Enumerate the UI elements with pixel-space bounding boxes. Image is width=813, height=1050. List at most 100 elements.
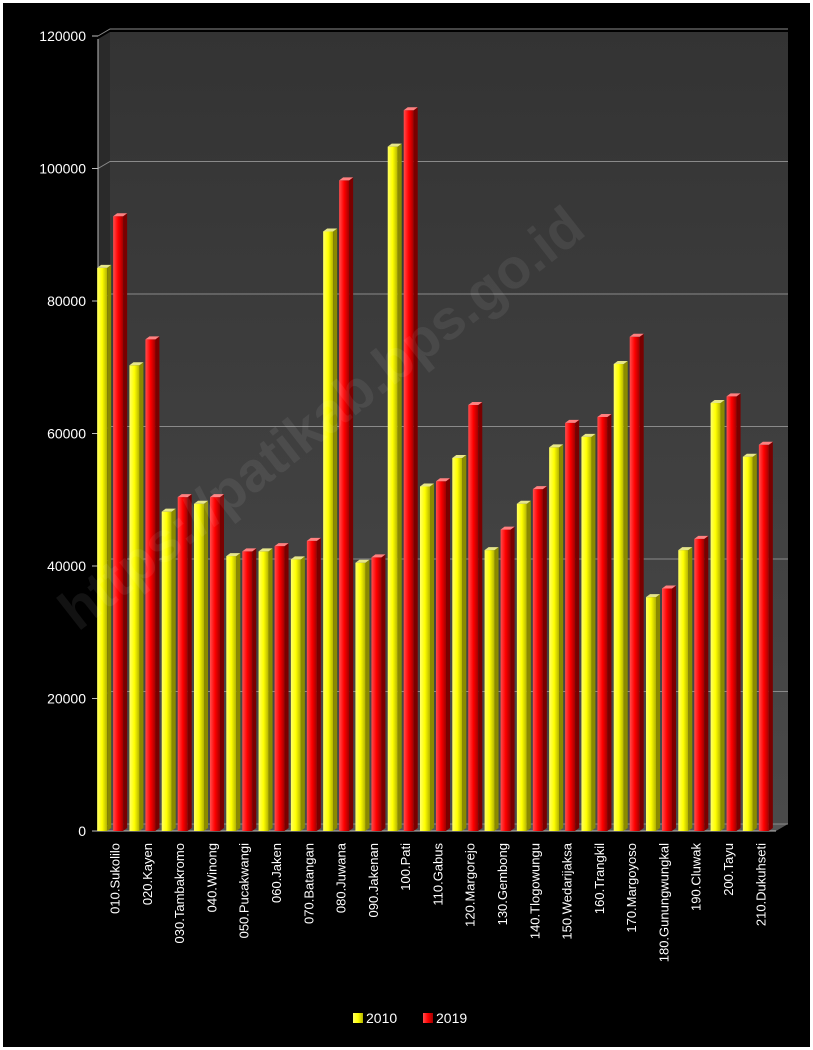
bar-top — [452, 455, 467, 459]
x-tick-label: 120.Margorejo — [463, 843, 478, 927]
legend-label: 2010 — [366, 1010, 397, 1026]
bar-front — [710, 403, 721, 831]
legend-item-2019: 2019 — [423, 1010, 467, 1026]
bar-front — [97, 267, 108, 831]
x-tick-label: 040.Winong — [204, 843, 219, 912]
x-tick-label: 010.Sukolilo — [108, 843, 123, 914]
x-tick-label: 160.Trangkil — [592, 843, 607, 914]
bar-top — [629, 333, 644, 337]
bar-side — [510, 526, 515, 831]
bar-2010-050.Pucakwangi — [226, 553, 241, 831]
bar-front — [339, 180, 350, 832]
bar-front — [452, 458, 463, 831]
bar-2010-200.Tayu — [710, 400, 725, 831]
bar-front — [226, 556, 237, 831]
bar-side — [220, 494, 224, 831]
bar-2019-190.Cluwak — [694, 535, 709, 831]
bar-2019-110.Gabus — [436, 478, 450, 831]
gridline — [97, 161, 788, 169]
bar-side — [672, 585, 676, 831]
bar-top — [581, 433, 596, 437]
bar-side — [268, 548, 273, 831]
bar-front — [613, 363, 624, 831]
bar-front — [484, 550, 495, 831]
bar-2019-150.Wedarijaksa — [565, 419, 580, 831]
bar-2010-060.Jaken — [258, 548, 273, 831]
bar-front — [177, 497, 188, 831]
bar-2010-190.Cluwak — [678, 547, 693, 831]
bar-front — [694, 538, 705, 831]
bar-top — [387, 143, 402, 147]
bar-top — [484, 547, 499, 551]
bar-top — [532, 486, 547, 490]
bar-side — [300, 556, 305, 831]
bar-front — [565, 422, 576, 831]
bar-chart: 0 20000 40000 60000 80000 100000 120000 010.Suk… — [39, 28, 788, 1026]
bar-top — [565, 419, 580, 423]
bar-top — [161, 508, 176, 512]
x-tick-label: 150.Wedarijaksa — [560, 842, 575, 939]
bar-side — [187, 494, 192, 831]
bar-2010-020.Kayen — [129, 362, 144, 831]
bar-2010-180.Gunungwungkal — [646, 594, 660, 831]
bar-front — [306, 540, 317, 831]
bar-2019-070.Batangan — [306, 537, 321, 831]
bar-top — [339, 177, 354, 181]
bar-front — [145, 339, 156, 831]
bar-side — [316, 537, 321, 831]
bar-front — [194, 503, 204, 831]
bar-top — [646, 594, 660, 598]
y-tick-label: 120000 — [39, 28, 86, 44]
bar-2010-120.Margorejo — [452, 455, 467, 831]
x-tick-label: 080.Juwana — [334, 842, 349, 913]
bar-top — [662, 585, 676, 589]
x-tick-label: 140.Tlogowungu — [527, 843, 542, 939]
bar-2010-170.Margoyoso — [613, 360, 628, 831]
bar-2019-050.Pucakwangi — [242, 548, 257, 831]
bar-top — [403, 107, 418, 111]
x-tick-label: 190.Cluwak — [689, 843, 704, 911]
bar-front — [387, 146, 398, 831]
bar-top — [500, 526, 515, 530]
bar-side — [462, 455, 467, 831]
bar-2019-080.Juwana — [339, 177, 354, 832]
bar-side — [656, 594, 660, 831]
bar-top — [129, 362, 144, 366]
bar-top — [694, 535, 709, 539]
bar-2010-040.Winong — [194, 500, 208, 831]
bar-2010-110.Gabus — [420, 483, 434, 831]
bar-2019-170.Margoyoso — [629, 333, 644, 831]
bar-front — [242, 551, 253, 831]
x-tick-label: 050.Pucakwangi — [237, 843, 252, 939]
gridline — [97, 28, 788, 37]
bar-side — [139, 362, 144, 831]
bar-side — [204, 500, 208, 831]
bar-top — [613, 360, 628, 364]
bar-2019-100.Pati — [403, 107, 418, 831]
bar-side — [446, 478, 450, 831]
bar-front — [161, 511, 172, 831]
bar-side — [107, 264, 112, 831]
x-tick-label: 030.Tambakromo — [172, 843, 187, 943]
bar-front — [371, 557, 382, 831]
bar-front — [516, 503, 527, 831]
bar-2019-140.Tlogowungu — [532, 486, 547, 831]
bar-front — [500, 529, 511, 831]
bar-top — [420, 483, 434, 487]
bar-2019-060.Jaken — [274, 543, 289, 831]
legend-swatch — [423, 1013, 433, 1023]
bar-top — [355, 559, 370, 563]
bar-top — [290, 556, 305, 560]
bar-top — [758, 441, 773, 445]
bar-top — [258, 548, 273, 552]
bar-side — [688, 547, 693, 831]
bar-top — [710, 400, 725, 404]
bar-front — [532, 489, 543, 831]
bar-side — [284, 543, 289, 831]
bar-2010-090.Jakenan — [355, 559, 370, 831]
bar-side — [381, 554, 386, 831]
bar-2010-150.Wedarijaksa — [549, 444, 564, 831]
bar-side — [768, 441, 773, 831]
x-tick-label: 110.Gabus — [430, 843, 445, 906]
bar-front — [726, 396, 737, 831]
